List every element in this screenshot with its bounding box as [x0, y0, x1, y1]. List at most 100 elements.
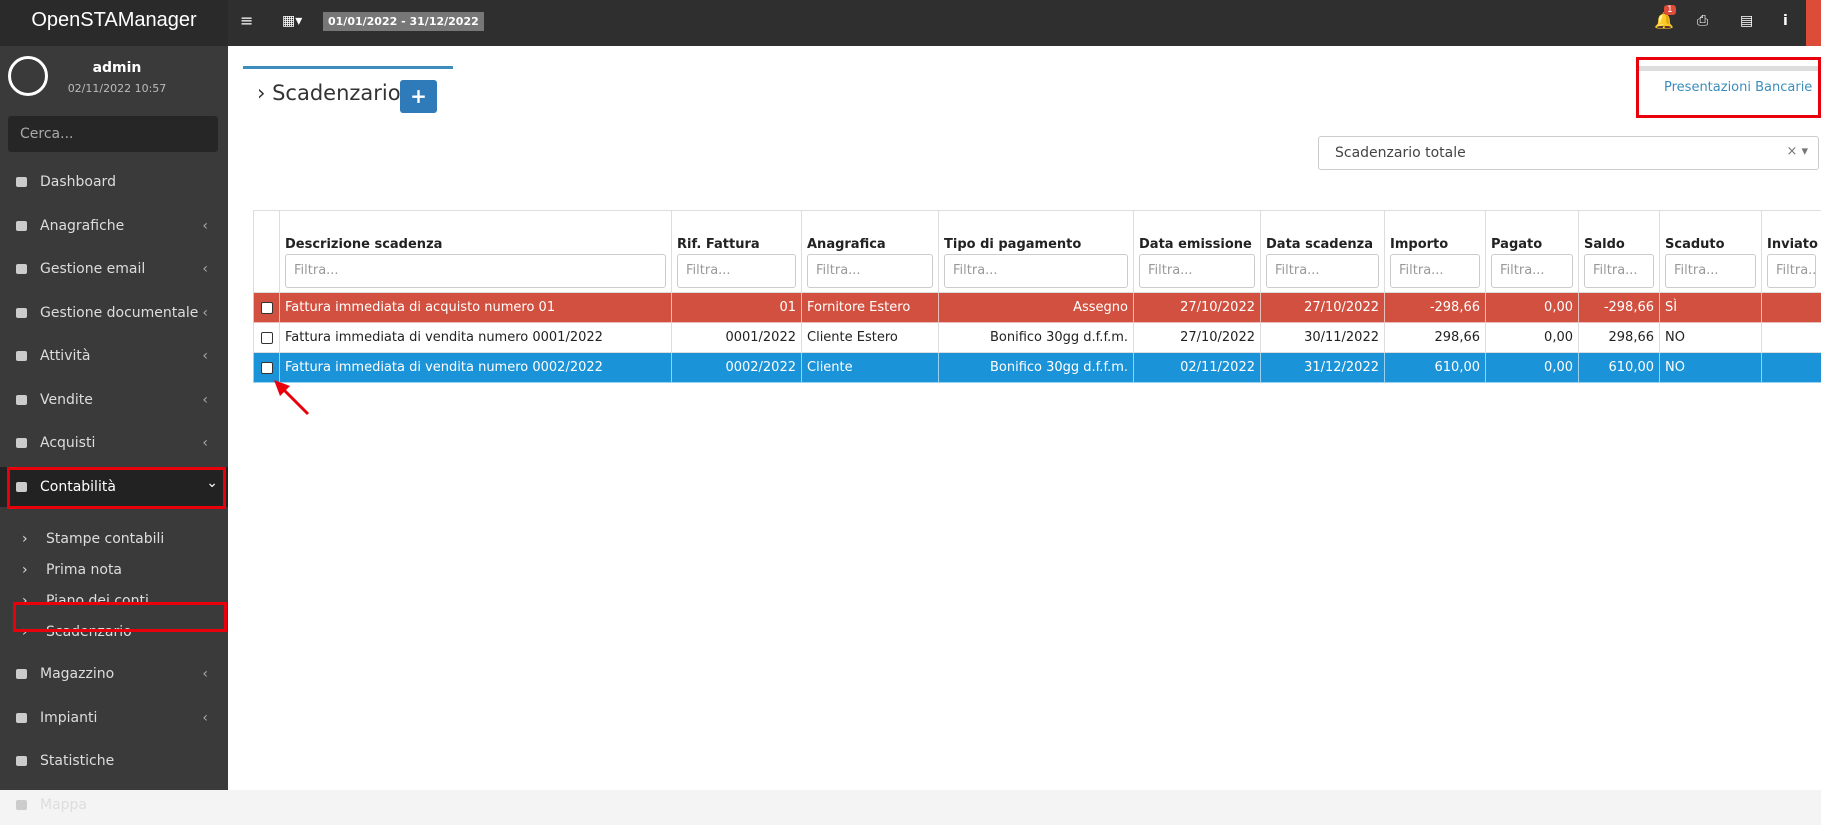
header-cell: Data scadenza Filtra... — [1261, 211, 1385, 293]
arrow — [270, 378, 320, 428]
segment-select[interactable]: Scadenzario totale — [1318, 136, 1819, 170]
menu-item[interactable]: Impianti — [0, 698, 228, 738]
cell: 01 — [672, 293, 802, 323]
avatar — [8, 56, 48, 96]
page: OpenSTAManager ≡ ▦▾ 01/01/2022 - 31/12/2… — [0, 0, 1821, 790]
cell: 0002/2022 — [672, 353, 802, 383]
checkbox[interactable] — [261, 302, 273, 314]
header-cell: Rif. Fattura Filtra... — [672, 211, 802, 293]
menu-item[interactable]: Anagrafiche — [0, 206, 228, 246]
menu-toggle[interactable]: ≡ — [240, 0, 253, 46]
header-cell: Saldo Filtra... — [1579, 211, 1660, 293]
logout[interactable] — [1806, 0, 1821, 46]
filter-input[interactable]: Filtra... — [1266, 254, 1379, 288]
cell: Fattura immediata di vendita numero 0002… — [280, 353, 672, 383]
cell — [1762, 353, 1821, 383]
plugin-link[interactable]: Presentazioni Bancarie — [1664, 80, 1812, 95]
filter-input[interactable]: Filtra... — [1390, 254, 1480, 288]
cell: 27/10/2022 — [1261, 293, 1385, 323]
filter-input[interactable]: Filtra... — [1584, 254, 1654, 288]
cell: 610,00 — [1385, 353, 1486, 383]
menu-item[interactable]: Mappa — [0, 785, 228, 825]
filter-input[interactable]: Filtra... — [1767, 254, 1816, 288]
info[interactable]: i — [1783, 0, 1788, 46]
filter-input[interactable]: Filtra... — [1139, 254, 1255, 288]
date-range[interactable]: 01/01/2022 - 31/12/2022 — [323, 12, 484, 31]
filter-input[interactable]: Filtra... — [944, 254, 1128, 288]
cell: 610,00 — [1579, 353, 1660, 383]
cell — [254, 323, 280, 353]
submenu-item[interactable]: Prima nota — [0, 555, 228, 585]
cell: 298,66 — [1579, 323, 1660, 353]
header-cell: Pagato Filtra... — [1486, 211, 1579, 293]
cell: 0,00 — [1486, 353, 1579, 383]
header-cell: Inviato Filtra... — [1762, 211, 1821, 293]
cell: NO — [1660, 323, 1762, 353]
cell — [1762, 323, 1821, 353]
submenu-item[interactable]: Piano dei conti — [0, 586, 228, 616]
cell — [1762, 293, 1821, 323]
column-header[interactable]: Scaduto — [1665, 237, 1756, 252]
print[interactable]: ⎙ — [1697, 0, 1708, 46]
menu-item[interactable]: Attività — [0, 336, 228, 376]
topbar: OpenSTAManager ≡ ▦▾ 01/01/2022 - 31/12/2… — [0, 0, 1821, 46]
cell: NO — [1660, 353, 1762, 383]
column-header[interactable]: Saldo — [1584, 237, 1654, 252]
submenu-item[interactable]: Stampe contabili — [0, 524, 228, 554]
column-header[interactable]: Pagato — [1491, 237, 1573, 252]
cell: Assegno — [939, 293, 1134, 323]
menu-item[interactable]: Dashboard — [0, 162, 228, 202]
cell: Cliente Estero — [802, 323, 939, 353]
filter-input[interactable]: Filtra... — [807, 254, 933, 288]
checkbox[interactable] — [261, 362, 273, 374]
table-row[interactable]: Fattura immediata di vendita numero 0002… — [254, 353, 1821, 383]
checkbox[interactable] — [261, 332, 273, 344]
menu-item[interactable]: Statistiche — [0, 741, 228, 781]
calendar[interactable]: ▦▾ — [282, 0, 302, 46]
menu-item[interactable]: Magazzino — [0, 654, 228, 694]
menu-item[interactable]: Vendite — [0, 380, 228, 420]
cell: Cliente — [802, 353, 939, 383]
table-row[interactable]: Fattura immediata di vendita numero 0001… — [254, 323, 1821, 353]
column-header[interactable]: Tipo di pagamento — [944, 237, 1128, 252]
filter-input[interactable]: Filtra... — [1665, 254, 1756, 288]
column-header[interactable]: Importo — [1390, 237, 1480, 252]
title-text: Scadenzario — [272, 81, 401, 105]
app-name: OpenSTAManager — [0, 0, 228, 46]
column-header[interactable]: Data scadenza — [1266, 237, 1379, 252]
column-header[interactable]: Descrizione scadenza — [285, 237, 666, 252]
content: › Scadenzario + Presentazioni Bancarie S… — [228, 46, 1821, 790]
column-header[interactable]: Rif. Fattura — [677, 237, 796, 252]
search[interactable]: Cerca... — [8, 116, 218, 152]
menu-item[interactable]: Gestione email — [0, 249, 228, 289]
cell: SÌ — [1660, 293, 1762, 323]
header-cell — [254, 211, 280, 293]
menu-item[interactable]: Acquisti — [0, 423, 228, 463]
filter-input[interactable]: Filtra... — [677, 254, 796, 288]
header-cell: Descrizione scadenza Filtra... — [280, 211, 672, 293]
cell: 31/12/2022 — [1261, 353, 1385, 383]
cell: Bonifico 30gg d.f.f.m. — [939, 353, 1134, 383]
header-cell: Tipo di pagamento Filtra... — [939, 211, 1134, 293]
user-name: admin — [60, 60, 174, 76]
column-header[interactable]: Inviato — [1767, 237, 1816, 252]
filter-input[interactable]: Filtra... — [285, 254, 666, 288]
cell: 0001/2022 — [672, 323, 802, 353]
sidebar: admin 02/11/2022 10:57 Cerca... Dashboar… — [0, 46, 228, 790]
menu-item[interactable]: Gestione documentale — [0, 293, 228, 333]
cell: 27/10/2022 — [1134, 323, 1261, 353]
cell: 02/11/2022 — [1134, 353, 1261, 383]
header-cell: Importo Filtra... — [1385, 211, 1486, 293]
column-header[interactable]: Anagrafica — [807, 237, 933, 252]
column-header[interactable]: Data emissione — [1139, 237, 1255, 252]
filter-input[interactable]: Filtra... — [1491, 254, 1573, 288]
header-cell: Scaduto Filtra... — [1660, 211, 1762, 293]
menu-item[interactable]: Contabilità — [0, 467, 228, 507]
cell: 0,00 — [1486, 323, 1579, 353]
cell: -298,66 — [1385, 293, 1486, 323]
add-button[interactable]: + — [400, 80, 437, 113]
guide[interactable]: ▤ — [1740, 0, 1753, 46]
submenu-item[interactable]: Scadenzario — [0, 617, 228, 647]
